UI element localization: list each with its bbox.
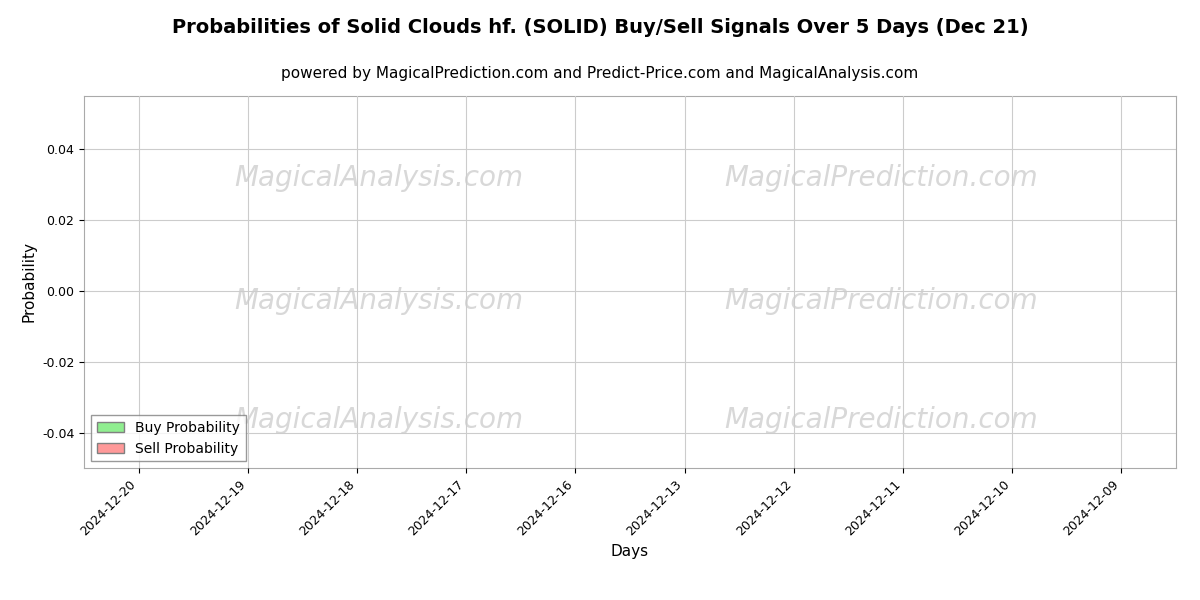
Text: MagicalPrediction.com: MagicalPrediction.com <box>725 164 1038 192</box>
Text: MagicalPrediction.com: MagicalPrediction.com <box>725 406 1038 434</box>
Text: powered by MagicalPrediction.com and Predict-Price.com and MagicalAnalysis.com: powered by MagicalPrediction.com and Pre… <box>281 66 919 81</box>
Text: Probabilities of Solid Clouds hf. (SOLID) Buy/Sell Signals Over 5 Days (Dec 21): Probabilities of Solid Clouds hf. (SOLID… <box>172 18 1028 37</box>
Legend: Buy Probability, Sell Probability: Buy Probability, Sell Probability <box>91 415 246 461</box>
Text: MagicalAnalysis.com: MagicalAnalysis.com <box>234 164 523 192</box>
Text: MagicalPrediction.com: MagicalPrediction.com <box>725 287 1038 314</box>
Text: MagicalAnalysis.com: MagicalAnalysis.com <box>234 287 523 314</box>
Y-axis label: Probability: Probability <box>22 241 36 323</box>
Text: MagicalAnalysis.com: MagicalAnalysis.com <box>234 406 523 434</box>
X-axis label: Days: Days <box>611 544 649 559</box>
